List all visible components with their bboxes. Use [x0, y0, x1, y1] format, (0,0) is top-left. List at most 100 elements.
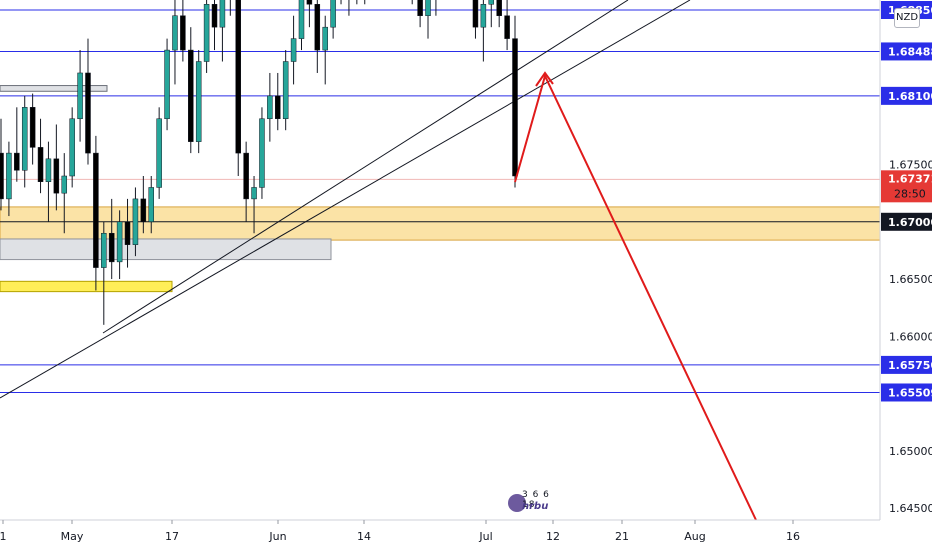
candle: [156, 107, 162, 199]
candle: [37, 118, 44, 194]
y-tick-label: 1.64500: [889, 502, 932, 515]
x-tick-label: May: [61, 530, 84, 543]
candle-body: [195, 61, 202, 142]
candle-body: [314, 4, 321, 51]
candle: [267, 72, 273, 142]
candle: [164, 38, 170, 131]
candle: [195, 50, 202, 154]
candle-body: [172, 15, 178, 51]
candle-body: [275, 95, 281, 120]
candle: [275, 72, 281, 131]
key-level-price-label[interactable]: 1.67000: [881, 212, 932, 231]
candle-body: [251, 187, 257, 200]
candle-body: [180, 15, 186, 51]
candle-body: [211, 4, 218, 28]
candle: [340, 0, 342, 5]
candle: [108, 198, 115, 280]
candle-body: [85, 72, 91, 154]
level-price-label-1-bg: [881, 42, 932, 61]
projection-path[interactable]: [514, 73, 757, 521]
candle: [140, 176, 147, 234]
candles-layer: [0, 0, 518, 325]
candle-body: [330, 0, 336, 28]
candle-body: [14, 152, 20, 171]
level-price-label-4-text: 1.65509: [888, 386, 932, 399]
candle: [235, 0, 241, 176]
candle-body: [77, 72, 83, 120]
candle: [45, 141, 52, 222]
time-axis[interactable]: 1 May 17 Jun 14 Jul 12 21 Aug 16: [0, 520, 800, 543]
candle-body: [298, 0, 305, 39]
candle: [282, 50, 289, 131]
candle: [0, 118, 4, 211]
logo-icon: [508, 494, 526, 512]
level-price-label-1-text: 1.68488: [888, 45, 932, 58]
candle-body: [148, 187, 154, 223]
y-tick-label: 1.66000: [889, 330, 932, 343]
candle: [93, 135, 99, 291]
x-tick-label: 17: [165, 530, 179, 543]
candle: [229, 0, 231, 16]
level-price-label-3[interactable]: 1.65750: [881, 355, 932, 374]
candle: [211, 0, 218, 51]
candle: [6, 141, 12, 217]
candle: [116, 210, 123, 280]
candle: [417, 0, 423, 28]
current-price-label[interactable]: 1.67371 28:50: [881, 170, 932, 203]
candle: [180, 0, 186, 62]
trendline-lower[interactable]: [0, 0, 691, 399]
yellow-zone[interactable]: [0, 280, 173, 293]
candle-body: [259, 118, 265, 188]
candle: [411, 0, 413, 5]
candle: [101, 221, 107, 325]
current-price-bg: [881, 170, 932, 203]
candle: [306, 0, 313, 28]
level-price-label-1[interactable]: 1.68488: [881, 42, 932, 61]
level-price-label-2-bg: [881, 86, 932, 105]
level-price-label-3-bg: [881, 355, 932, 374]
candle-body: [156, 118, 162, 188]
candle-body: [140, 198, 147, 223]
y-tick-label: 1.66500: [889, 273, 932, 286]
candle: [148, 176, 154, 234]
candle: [356, 0, 358, 5]
candle: [348, 0, 350, 16]
candle-body: [512, 38, 518, 177]
candle: [77, 50, 83, 142]
candle: [259, 107, 265, 199]
candle-body: [116, 221, 123, 263]
candle-body: [496, 0, 502, 16]
x-tick-label: 12: [546, 530, 560, 543]
candle-body: [488, 0, 495, 5]
candle: [504, 0, 510, 51]
candle-body: [472, 0, 479, 28]
trendline-upper[interactable]: [102, 0, 629, 334]
candle: [364, 0, 366, 5]
level-price-label-3-text: 1.65750: [888, 359, 932, 372]
candle-body: [480, 4, 487, 28]
zones-layer: [0, 85, 881, 293]
candle: [435, 0, 437, 16]
candle-body: [306, 0, 313, 5]
candle: [203, 0, 210, 73]
candle-body: [322, 26, 328, 51]
orange-zone[interactable]: [0, 206, 881, 241]
x-tick-label: 21: [615, 530, 629, 543]
level-price-label-2-text: 1.68100: [888, 90, 932, 103]
candle-body: [69, 118, 75, 177]
price-axis[interactable]: 1.67500 1.66500 1.66000 1.65000 1.64500: [889, 159, 932, 515]
y-tick-label: 1.67500: [889, 159, 932, 172]
level-price-label-2[interactable]: 1.68100: [881, 86, 932, 105]
levels-layer: [0, 9, 880, 393]
candle-body: [219, 0, 226, 28]
candle: [496, 0, 502, 28]
gray-zone-top[interactable]: [0, 85, 108, 92]
currency-badge[interactable]: NZD: [894, 8, 920, 28]
candle: [219, 0, 226, 62]
candle-body: [282, 61, 289, 120]
level-price-label-4[interactable]: 1.65509: [881, 383, 932, 402]
gray-zone[interactable]: [0, 238, 332, 261]
candle-body: [235, 0, 241, 154]
candle-body: [61, 175, 68, 194]
